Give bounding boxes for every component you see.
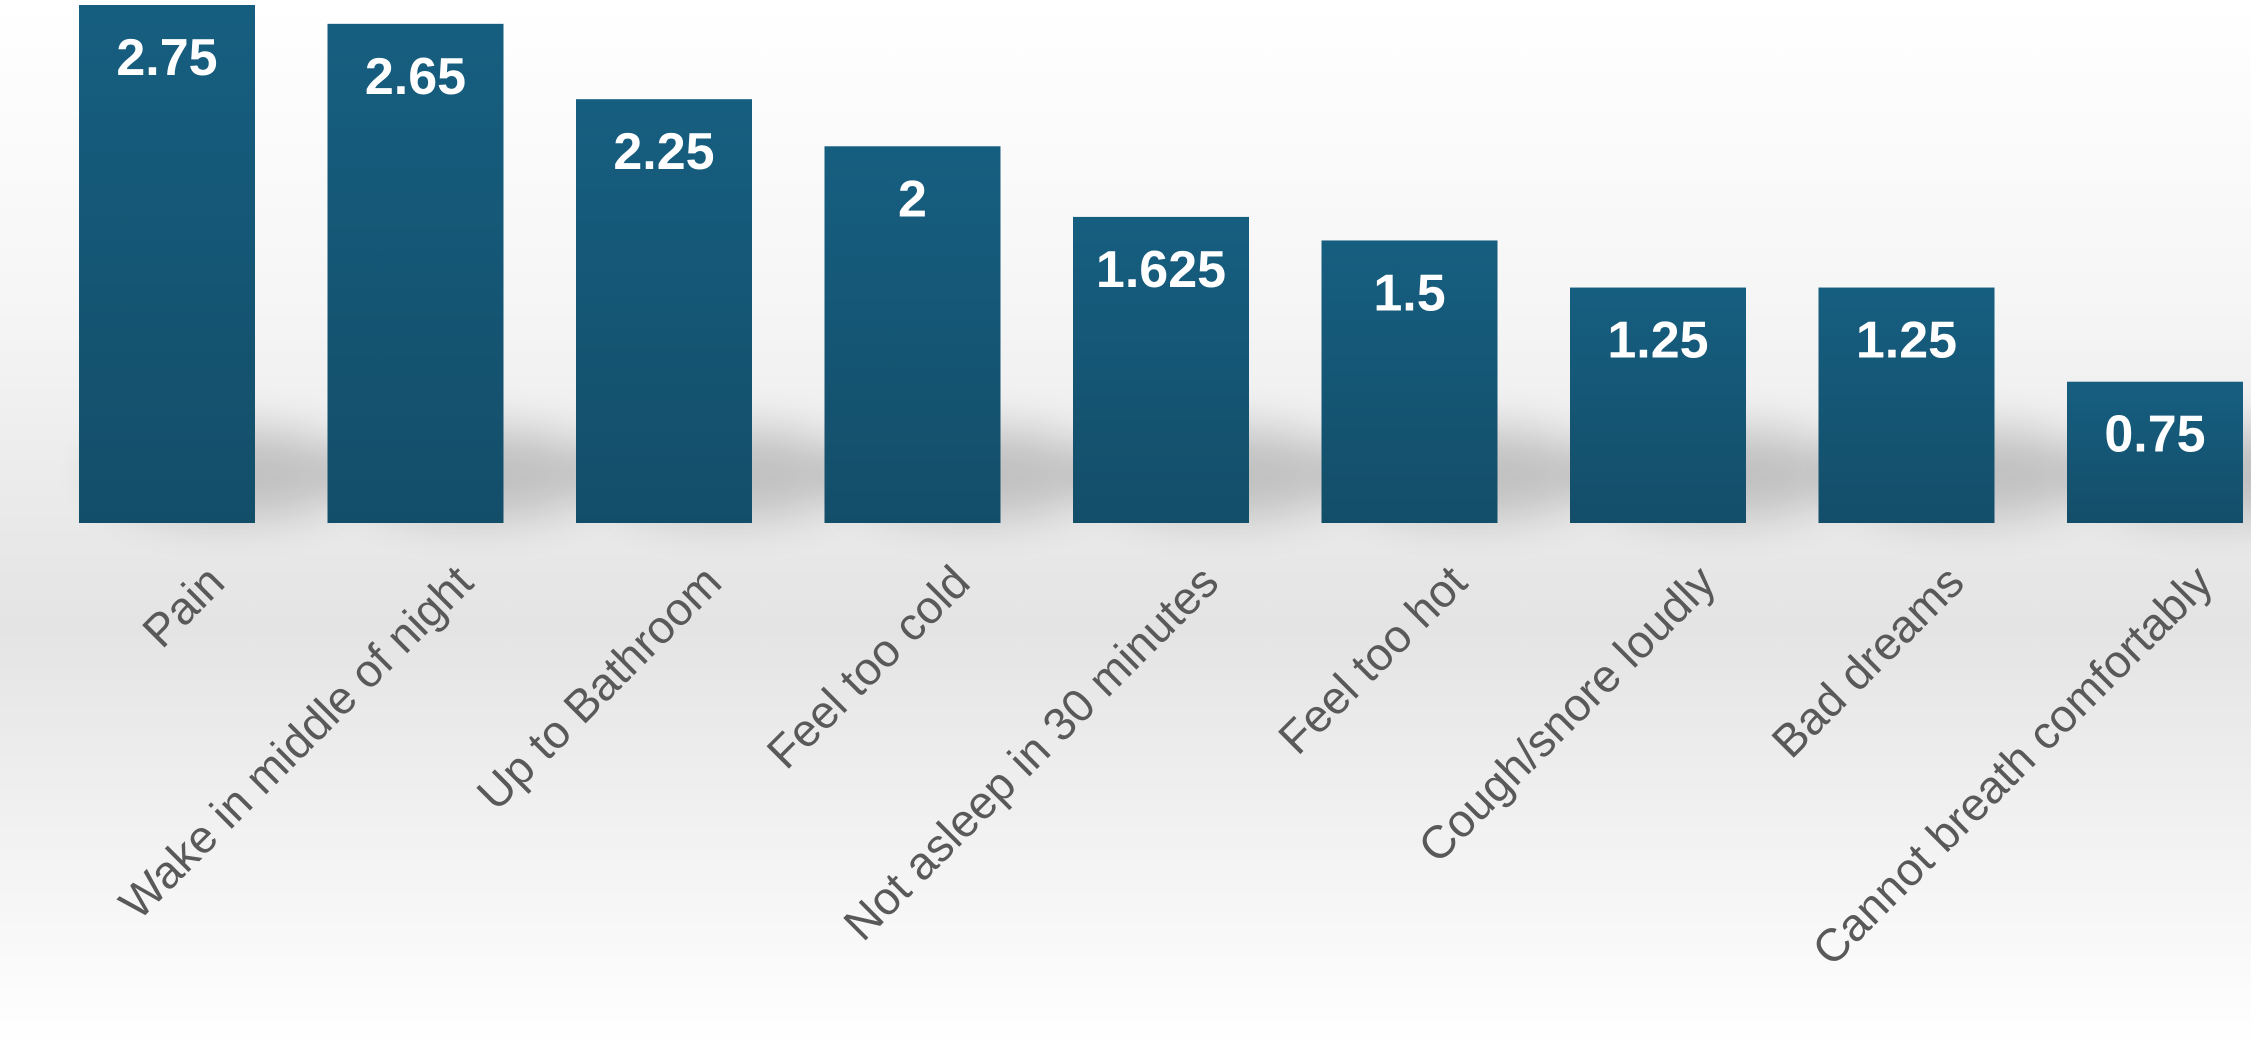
bar-value-label: 1.625 — [1096, 241, 1226, 299]
bar-value-label: 2.25 — [613, 123, 714, 181]
bar-7 — [1570, 287, 1746, 523]
bar-value-label: 2.75 — [116, 29, 217, 87]
bar-5 — [1073, 216, 1249, 523]
bar-value-label: 0.75 — [2104, 406, 2205, 464]
bar-2 — [327, 23, 504, 523]
bar-4 — [824, 146, 1001, 524]
bar-8 — [1818, 287, 1995, 523]
bar-value-label: 2.65 — [365, 48, 466, 106]
bar-value-label: 1.5 — [1373, 264, 1445, 322]
bar-value-label: 2 — [898, 170, 927, 228]
bar-1 — [79, 5, 255, 523]
bar-9 — [2067, 381, 2243, 523]
bars-group — [79, 5, 2243, 524]
value-labels-group: 2.75 2.65 2.25 2 1.625 1.5 1.25 1.25 0.75 — [116, 29, 2205, 464]
bar-value-label: 1.25 — [1607, 312, 1708, 370]
bar-6 — [1321, 240, 1498, 524]
bar-value-label: 1.25 — [1856, 312, 1957, 370]
bar-3 — [576, 99, 752, 523]
